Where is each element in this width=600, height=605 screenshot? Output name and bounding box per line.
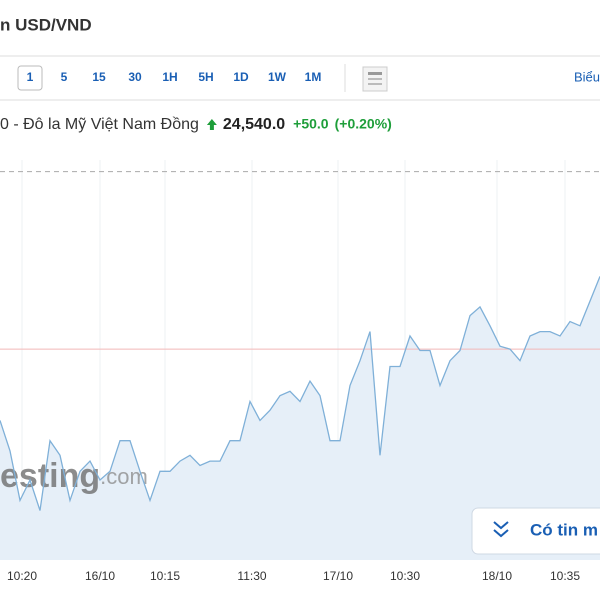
x-tick-label: 11:30 xyxy=(237,569,266,583)
news-button[interactable]: Có tin m xyxy=(530,520,598,539)
change-percent: (+0.20%) xyxy=(335,116,392,132)
interval-button[interactable]: 1M xyxy=(305,70,322,84)
news-button-box[interactable] xyxy=(471,507,600,555)
x-tick-label: 10:15 xyxy=(150,569,180,583)
x-tick-label: 16/10 xyxy=(85,569,115,583)
interval-button[interactable]: 5 xyxy=(61,70,68,84)
interval-button[interactable]: 30 xyxy=(128,70,142,84)
interval-button[interactable]: 1 xyxy=(27,70,34,84)
active-interval xyxy=(17,65,43,91)
x-tick-label: 10:20 xyxy=(7,569,37,583)
chart-type-link[interactable]: Biểu xyxy=(574,69,600,84)
up-arrow xyxy=(206,119,217,130)
price-line xyxy=(0,276,600,511)
instrument-name: 0 - Đô la Mỹ Việt Nam Đồng xyxy=(0,116,199,133)
x-tick-label: 10:35 xyxy=(550,569,580,583)
watermark-bold: esting xyxy=(0,457,100,495)
layout-icon[interactable] xyxy=(362,66,388,92)
x-tick-label: 17/10 xyxy=(323,569,353,583)
interval-button[interactable]: 1H xyxy=(162,70,177,84)
page-title: n USD/VND xyxy=(0,15,92,34)
x-tick-label: 10:30 xyxy=(390,569,420,583)
interval-button[interactable]: 1D xyxy=(233,70,249,84)
area xyxy=(0,276,600,560)
watermark: esting.com xyxy=(0,457,148,495)
chevron-icon xyxy=(493,521,509,538)
price: 24,540.0 xyxy=(223,116,285,133)
change: +50.0 xyxy=(293,116,329,132)
x-tick-label: 18/10 xyxy=(482,569,512,583)
interval-button[interactable]: 5H xyxy=(198,70,213,84)
watermark-light: .com xyxy=(100,464,148,489)
interval-button[interactable]: 15 xyxy=(92,70,106,84)
interval-button[interactable]: 1W xyxy=(268,70,287,84)
